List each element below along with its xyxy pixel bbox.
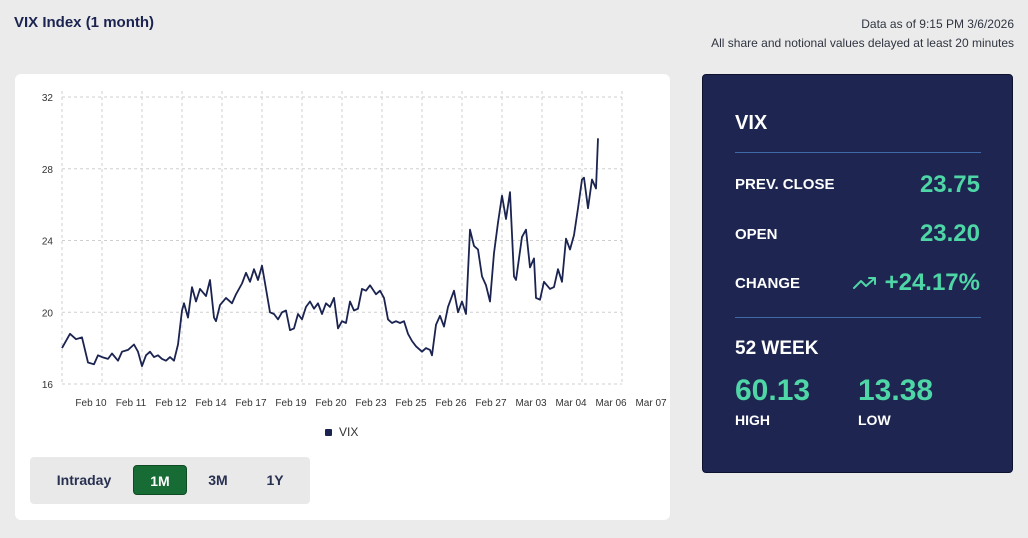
x-tick-label: Feb 17 <box>235 398 267 409</box>
change-value: +24.17% <box>884 269 980 296</box>
week52-low-label: LOW <box>858 412 891 428</box>
y-tick-label: 28 <box>42 165 54 176</box>
divider <box>735 152 981 153</box>
x-tick-label: Feb 12 <box>155 398 187 409</box>
legend-swatch <box>325 429 332 436</box>
week52-high-label: HIGH <box>735 412 770 428</box>
range-intraday-button[interactable]: Intraday <box>56 472 112 488</box>
ticker-symbol: VIX <box>735 112 768 134</box>
range-3m-button[interactable]: 3M <box>208 472 228 488</box>
x-tick-label: Feb 27 <box>475 398 507 409</box>
x-tick-label: Mar 06 <box>595 398 627 409</box>
series-line-vix <box>61 138 599 368</box>
y-tick-label: 20 <box>42 308 54 319</box>
open-label: OPEN <box>735 226 778 243</box>
x-tick-label: Feb 10 <box>75 398 107 409</box>
x-tick-label: Feb 14 <box>195 398 227 409</box>
week52-label: 52 WEEK <box>735 338 819 359</box>
week52-high-value: 60.13 <box>735 374 811 407</box>
data-as-of-text: Data as of 9:15 PM 3/6/2026 <box>861 17 1014 31</box>
trending-up-icon <box>852 270 877 298</box>
x-tick-label: Feb 23 <box>355 398 387 409</box>
vix-line-chart[interactable]: 16 20 24 28 32 Feb 10 Feb 11 Feb 12 Feb 14 Feb 17… <box>15 74 670 454</box>
prev-close-value: 23.75 <box>919 171 980 198</box>
legend-label: VIX <box>339 425 358 439</box>
change-label: CHANGE <box>735 275 801 292</box>
chart-card: 16 20 24 28 32 Feb 10 Feb 11 Feb 12 Feb 14 Feb 17… <box>15 74 670 520</box>
x-tick-label: Mar 03 <box>515 398 547 409</box>
x-tick-label: Mar 07 <box>635 398 667 409</box>
prev-close-label: PREV. CLOSE <box>735 176 835 193</box>
range-1m-button[interactable]: 1M <box>133 465 187 495</box>
divider <box>735 317 981 318</box>
open-value: 23.20 <box>919 220 980 247</box>
range-selector: Intraday 1M 3M 1Y <box>30 457 310 504</box>
x-tick-label: Feb 19 <box>275 398 307 409</box>
change-block: +24.17% <box>852 269 980 298</box>
x-tick-label: Feb 11 <box>116 398 147 409</box>
range-1y-button[interactable]: 1Y <box>266 472 284 488</box>
y-tick-label: 24 <box>42 237 54 248</box>
delay-note-text: All share and notional values delayed at… <box>711 36 1014 50</box>
x-tick-label: Feb 20 <box>315 398 347 409</box>
page-title: VIX Index (1 month) <box>14 14 155 31</box>
x-tick-label: Feb 26 <box>435 398 467 409</box>
y-tick-label: 16 <box>42 380 54 391</box>
x-tick-label: Mar 04 <box>555 398 587 409</box>
x-tick-label: Feb 25 <box>395 398 427 409</box>
week52-low-value: 13.38 <box>858 374 934 407</box>
quote-panel: VIX PREV. CLOSE 23.75 OPEN 23.20 CHANGE … <box>702 74 1013 473</box>
data-timestamp-block: Data as of 9:15 PM 3/6/2026 All share an… <box>711 15 1014 53</box>
y-tick-label: 32 <box>42 93 54 104</box>
